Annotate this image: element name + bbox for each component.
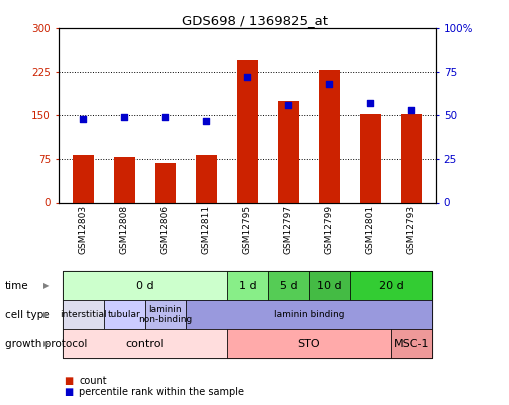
Bar (73, 155, 93, 202)
Point (120, 114, 128, 120)
Point (79, 116, 87, 122)
Text: ■: ■ (64, 376, 73, 386)
Text: 1 d: 1 d (238, 281, 256, 290)
Point (161, 114, 169, 120)
Text: interstitial: interstitial (60, 310, 106, 319)
Point (284, 102, 292, 108)
Text: 10 d: 10 d (317, 281, 341, 290)
Bar (277, 101, 298, 202)
Point (325, 81, 333, 87)
Text: percentile rank within the sample: percentile rank within the sample (79, 387, 244, 396)
Text: 20 d: 20 d (378, 281, 403, 290)
Bar (155, 163, 175, 202)
Text: count: count (79, 376, 106, 386)
Text: time: time (5, 281, 29, 290)
Text: growth protocol: growth protocol (5, 339, 88, 349)
Text: cell type: cell type (5, 310, 50, 320)
Text: ▶: ▶ (43, 310, 49, 319)
Text: STO: STO (297, 339, 320, 349)
Text: laminin
non-binding: laminin non-binding (138, 305, 192, 324)
Point (243, 74, 251, 80)
Point (407, 107, 415, 113)
Bar (359, 114, 380, 202)
Text: ▶: ▶ (43, 339, 49, 348)
Text: ▶: ▶ (43, 281, 49, 290)
Bar (319, 70, 339, 202)
Text: ■: ■ (64, 387, 73, 396)
Text: 0 d: 0 d (136, 281, 153, 290)
Text: tubular: tubular (108, 310, 140, 319)
Text: 5 d: 5 d (279, 281, 297, 290)
Bar (114, 157, 134, 202)
Point (365, 100, 374, 107)
Bar (401, 114, 421, 202)
Text: laminin binding: laminin binding (273, 310, 344, 319)
Text: MSC-1: MSC-1 (393, 339, 429, 349)
Bar (237, 60, 257, 202)
Text: GDS698 / 1369825_at: GDS698 / 1369825_at (182, 14, 327, 27)
Text: control: control (125, 339, 164, 349)
Bar (195, 155, 216, 202)
Point (202, 117, 210, 124)
